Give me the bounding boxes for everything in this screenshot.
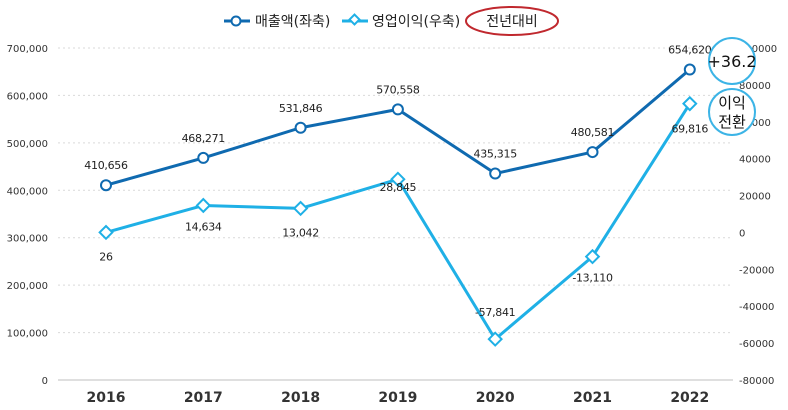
left-tick-label: 0 — [42, 376, 48, 387]
x-tick-label: 2021 — [573, 390, 612, 406]
revenue-data-label: 531,846 — [279, 102, 323, 115]
revenue-point — [683, 63, 696, 76]
profit-data-label: 69,816 — [671, 123, 708, 136]
right-tick-label: -80000 — [739, 376, 774, 387]
right-tick-label: 80000 — [739, 81, 771, 92]
revenue-data-label: 468,271 — [182, 132, 225, 145]
right-tick-label: 60000 — [739, 118, 771, 129]
revenue-data-label: 570,558 — [376, 83, 420, 96]
left-tick-label: 100,000 — [7, 329, 48, 340]
right-tick-label: -60000 — [739, 339, 774, 350]
left-tick-label: 500,000 — [7, 139, 48, 150]
revenue-point — [391, 103, 404, 116]
legend-item-revenue: 매출액(좌축) — [224, 14, 330, 30]
profit-point — [292, 200, 309, 217]
right-tick-label: 100000 — [739, 44, 777, 55]
profit-point — [390, 171, 406, 188]
revenue-point — [586, 146, 599, 159]
profit-point — [584, 248, 601, 265]
x-tick-label: 2019 — [378, 390, 417, 406]
revenue-point — [294, 121, 307, 134]
x-axis: 2016 2017 2018 2019 2020 2021 2022 — [58, 379, 733, 406]
right-axis: -80000 -60000 -40000 -20000 0 20000 40000 60000… — [739, 44, 777, 387]
profit-turnaround-circle — [708, 88, 756, 136]
left-tick-label: 600,000 — [7, 91, 48, 102]
yoy-badge-label: 전년대비 — [486, 14, 538, 30]
revenue-data-label: 410,656 — [84, 159, 128, 172]
left-tick-label: 400,000 — [7, 186, 48, 197]
left-tick-label: 700,000 — [7, 44, 48, 55]
left-tick-label: 200,000 — [7, 281, 48, 292]
right-tick-label: -40000 — [739, 302, 774, 313]
profit-point — [195, 197, 212, 214]
profit-data-label: 14,634 — [185, 220, 222, 233]
profit-data-label: -13,110 — [572, 272, 613, 285]
profit-data-label: 13,042 — [282, 226, 319, 239]
revenue-change-annotation: +36.2 — [707, 37, 757, 85]
profit-point — [487, 331, 503, 347]
revenue-change-circle — [708, 37, 756, 85]
profit-data-label: 28,845 — [380, 181, 417, 194]
right-tick-label: -20000 — [739, 265, 774, 276]
right-tick-label: 40000 — [739, 155, 771, 166]
x-tick-label: 2016 — [87, 390, 126, 406]
yoy-badge-ellipse — [465, 6, 559, 36]
x-tick-label: 2017 — [184, 390, 223, 406]
legend-label-revenue: 매출액(좌축) — [255, 14, 330, 30]
legend-marker-profit — [348, 13, 361, 26]
x-tick-label: 2022 — [670, 390, 709, 406]
revenue-point — [489, 167, 502, 180]
revenue-point — [197, 151, 210, 164]
profit-data-label: -57,841 — [475, 306, 515, 319]
x-tick-label: 2020 — [476, 390, 515, 406]
revenue-data-label: 480,581 — [571, 126, 614, 139]
legend-item-profit: 영업이익(우축) — [342, 13, 460, 30]
series — [98, 63, 698, 347]
revenue-change-text: +36.2 — [707, 52, 756, 71]
legend: 매출액(좌축) 영업이익(우축) 전년대비 — [224, 6, 559, 36]
right-tick-label: 20000 — [739, 192, 771, 203]
legend-label-profit: 영업이익(우축) — [372, 14, 460, 30]
data-labels: 410,656 468,271 531,846 570,558 435,315 480,5… — [84, 44, 712, 320]
left-axis: 0 100,000 200,000 300,000 400,000 500,000 600,… — [7, 44, 48, 387]
right-tick-label: 0 — [739, 228, 745, 239]
profit-turnaround-annotation: 이익 전환 — [708, 88, 756, 136]
left-tick-label: 300,000 — [7, 234, 48, 245]
revenue-data-label: 435,315 — [474, 148, 518, 161]
profit-turnaround-line1: 이익 — [718, 94, 746, 112]
profit-data-label: 26 — [99, 250, 113, 263]
revenue-point — [100, 179, 112, 192]
legend-marker-revenue — [230, 15, 242, 27]
profit-point — [682, 95, 698, 112]
profit-point — [98, 224, 114, 241]
profit-turnaround-line2: 전환 — [718, 113, 746, 131]
x-tick-label: 2018 — [281, 390, 320, 406]
revenue-data-label: 654,620 — [668, 44, 712, 57]
